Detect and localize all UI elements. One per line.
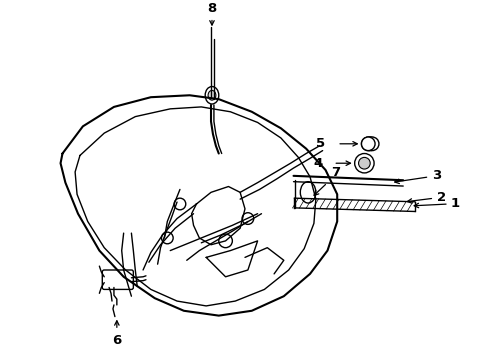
Ellipse shape [208,90,215,100]
Ellipse shape [300,182,315,203]
Text: 4: 4 [313,157,322,170]
Circle shape [174,198,185,210]
Circle shape [161,232,173,244]
Circle shape [361,137,374,150]
Text: 2: 2 [436,191,446,204]
Circle shape [218,234,232,248]
FancyBboxPatch shape [102,270,133,289]
Circle shape [242,213,253,224]
Circle shape [361,137,374,150]
Text: 7: 7 [331,166,340,179]
Text: 1: 1 [450,197,459,210]
Ellipse shape [205,86,218,104]
Circle shape [358,157,369,169]
Text: 3: 3 [431,169,441,182]
Circle shape [363,137,376,150]
Text: 8: 8 [207,2,216,15]
Circle shape [365,137,378,150]
Circle shape [354,153,373,173]
Text: 6: 6 [112,334,121,347]
Text: 5: 5 [316,137,325,150]
